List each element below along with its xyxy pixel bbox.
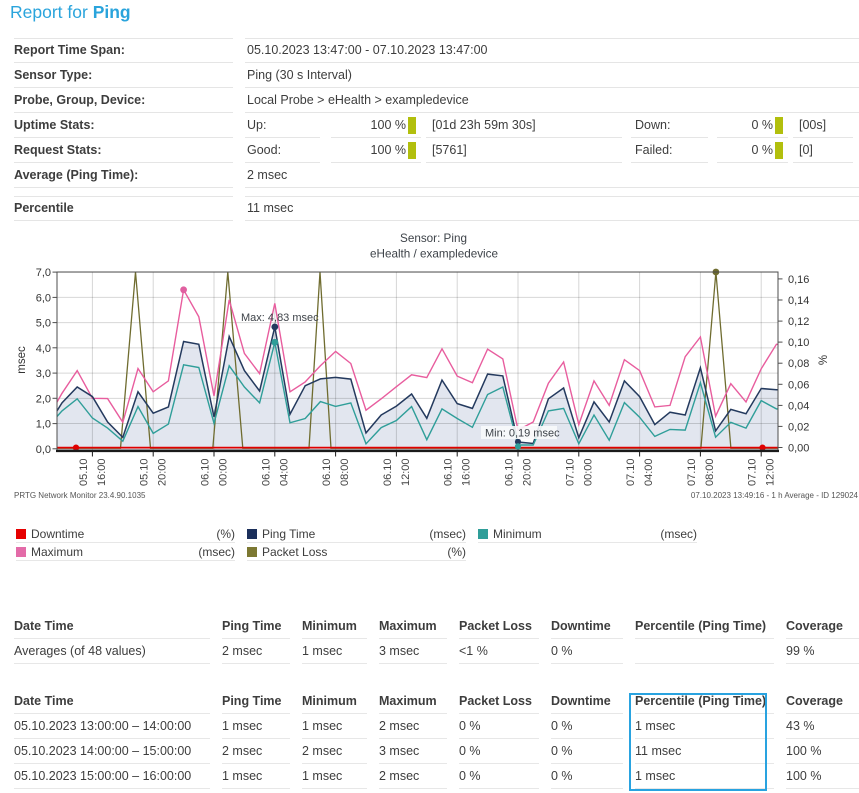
svg-text:07.10: 07.10 (564, 459, 576, 487)
svg-text:04:00: 04:00 (278, 459, 290, 487)
svg-text:06.10: 06.10 (443, 459, 455, 487)
svg-text:PRTG Network Monitor 23.4.90.1: PRTG Network Monitor 23.4.90.1035 (14, 491, 146, 500)
svg-text:07.10.2023 13:49:16 - 1 h Aver: 07.10.2023 13:49:16 - 1 h Average - ID 1… (691, 491, 859, 500)
svg-text:0,02: 0,02 (788, 421, 809, 433)
svg-text:Sensor: Ping: Sensor: Ping (400, 232, 467, 245)
svg-text:0,16: 0,16 (788, 274, 809, 286)
svg-text:04:00: 04:00 (643, 459, 655, 487)
svg-text:08:00: 08:00 (704, 459, 716, 487)
svg-text:7,0: 7,0 (36, 267, 51, 279)
svg-text:0,14: 0,14 (788, 295, 809, 307)
svg-text:Min: 0,19 msec: Min: 0,19 msec (485, 428, 560, 440)
svg-text:0,04: 0,04 (788, 400, 809, 412)
svg-text:6,0: 6,0 (36, 292, 51, 304)
svg-text:%: % (818, 355, 830, 365)
svg-text:00:00: 00:00 (582, 459, 594, 487)
svg-text:06.10: 06.10 (260, 459, 272, 487)
svg-text:12:00: 12:00 (400, 459, 412, 487)
svg-text:0,00: 0,00 (788, 443, 809, 455)
svg-text:07.10: 07.10 (625, 459, 637, 487)
svg-text:20:00: 20:00 (157, 459, 169, 487)
svg-text:3,0: 3,0 (36, 368, 51, 380)
svg-text:5,0: 5,0 (36, 318, 51, 330)
svg-text:06.10: 06.10 (382, 459, 394, 487)
svg-text:eHealth / exampledevice: eHealth / exampledevice (370, 248, 498, 261)
svg-text:2,0: 2,0 (36, 393, 51, 405)
svg-text:4,0: 4,0 (36, 343, 51, 355)
svg-text:0,0: 0,0 (36, 444, 51, 456)
svg-text:20:00: 20:00 (522, 459, 534, 487)
svg-text:07.10: 07.10 (747, 459, 759, 487)
svg-text:1,0: 1,0 (36, 419, 51, 431)
svg-text:06.10: 06.10 (200, 459, 212, 487)
svg-text:06.10: 06.10 (504, 459, 516, 487)
svg-text:06.10: 06.10 (321, 459, 333, 487)
svg-text:Max: 4,83 msec: Max: 4,83 msec (241, 312, 319, 324)
svg-text:16:00: 16:00 (461, 459, 473, 487)
svg-text:07.10: 07.10 (686, 459, 698, 487)
svg-text:0,06: 0,06 (788, 379, 809, 391)
svg-text:05.10: 05.10 (139, 459, 151, 487)
svg-text:08:00: 08:00 (339, 459, 351, 487)
svg-text:0,12: 0,12 (788, 316, 809, 328)
svg-text:msec: msec (16, 346, 28, 374)
svg-text:05.10: 05.10 (78, 459, 90, 487)
svg-text:12:00: 12:00 (765, 459, 777, 487)
svg-text:0,10: 0,10 (788, 337, 809, 349)
svg-text:0,08: 0,08 (788, 358, 809, 370)
svg-text:16:00: 16:00 (96, 459, 108, 487)
svg-text:00:00: 00:00 (218, 459, 230, 487)
